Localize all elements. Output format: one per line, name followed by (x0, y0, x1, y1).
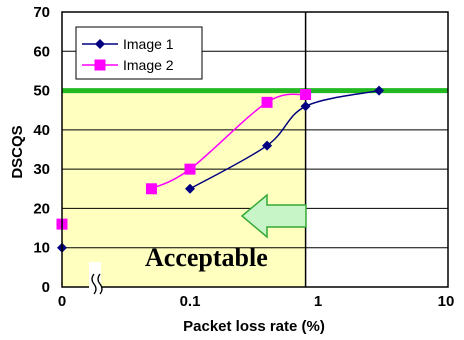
data-point-image-2-2 (184, 163, 196, 175)
y-axis-title: DSCQS (9, 125, 26, 178)
legend-marker-image-2 (94, 59, 106, 71)
x-tick-label: 1 (314, 293, 322, 310)
y-tick-label: 70 (33, 4, 50, 21)
data-point-image-1-3 (300, 101, 311, 112)
legend-label-image-1: Image 1 (123, 36, 174, 52)
y-tick-label: 10 (33, 240, 50, 257)
region-layer (62, 90, 306, 287)
legend-layer: Image 1 Image 2 (75, 26, 203, 80)
data-point-image-1-1 (185, 183, 195, 194)
y-tick-label: 20 (33, 200, 50, 217)
data-point-image-2-4 (300, 89, 312, 100)
legend-item-image-1: Image 1 (82, 36, 174, 52)
plot-frame (61, 11, 449, 288)
series-image-1 (57, 85, 385, 253)
y-tick-label: 30 (33, 161, 50, 178)
legend-item-image-2: Image 2 (82, 57, 174, 73)
acceptable-arrow (240, 193, 307, 239)
axis-break-mark (91, 273, 97, 295)
y-tick-label: 50 (33, 83, 50, 100)
y-tick-label: 40 (33, 122, 50, 139)
legend-label-image-2: Image 2 (123, 57, 174, 73)
x-tick-label: 10 (438, 293, 455, 310)
annotation-layer: Acceptable (145, 193, 307, 272)
legend-marker-image-1 (95, 39, 105, 49)
series-layer (56, 85, 385, 253)
axis-break-mask (89, 262, 101, 296)
data-point-image-1-4 (374, 85, 385, 96)
data-point-image-1-2 (262, 140, 273, 151)
y-tick-label: 0 (42, 279, 50, 296)
data-point-image-2-3 (261, 96, 273, 108)
data-point-image-2-1 (145, 183, 157, 195)
x-tick-label: 0 (58, 293, 66, 310)
series-line-image-2 (151, 93, 306, 190)
acceptable-label: Acceptable (145, 243, 268, 272)
y-tick-label: 60 (33, 43, 50, 60)
x-tick-label: 0.1 (180, 293, 201, 310)
x-axis-title: Packet loss rate (%) (183, 318, 325, 335)
acceptable-region (62, 90, 306, 287)
series-line-image-1 (189, 89, 380, 190)
axes-layer: 0 10 20 30 40 50 60 70 0 0.1 1 10 Packet loss rate (… (9, 4, 454, 335)
axis-break-mark (97, 273, 103, 295)
